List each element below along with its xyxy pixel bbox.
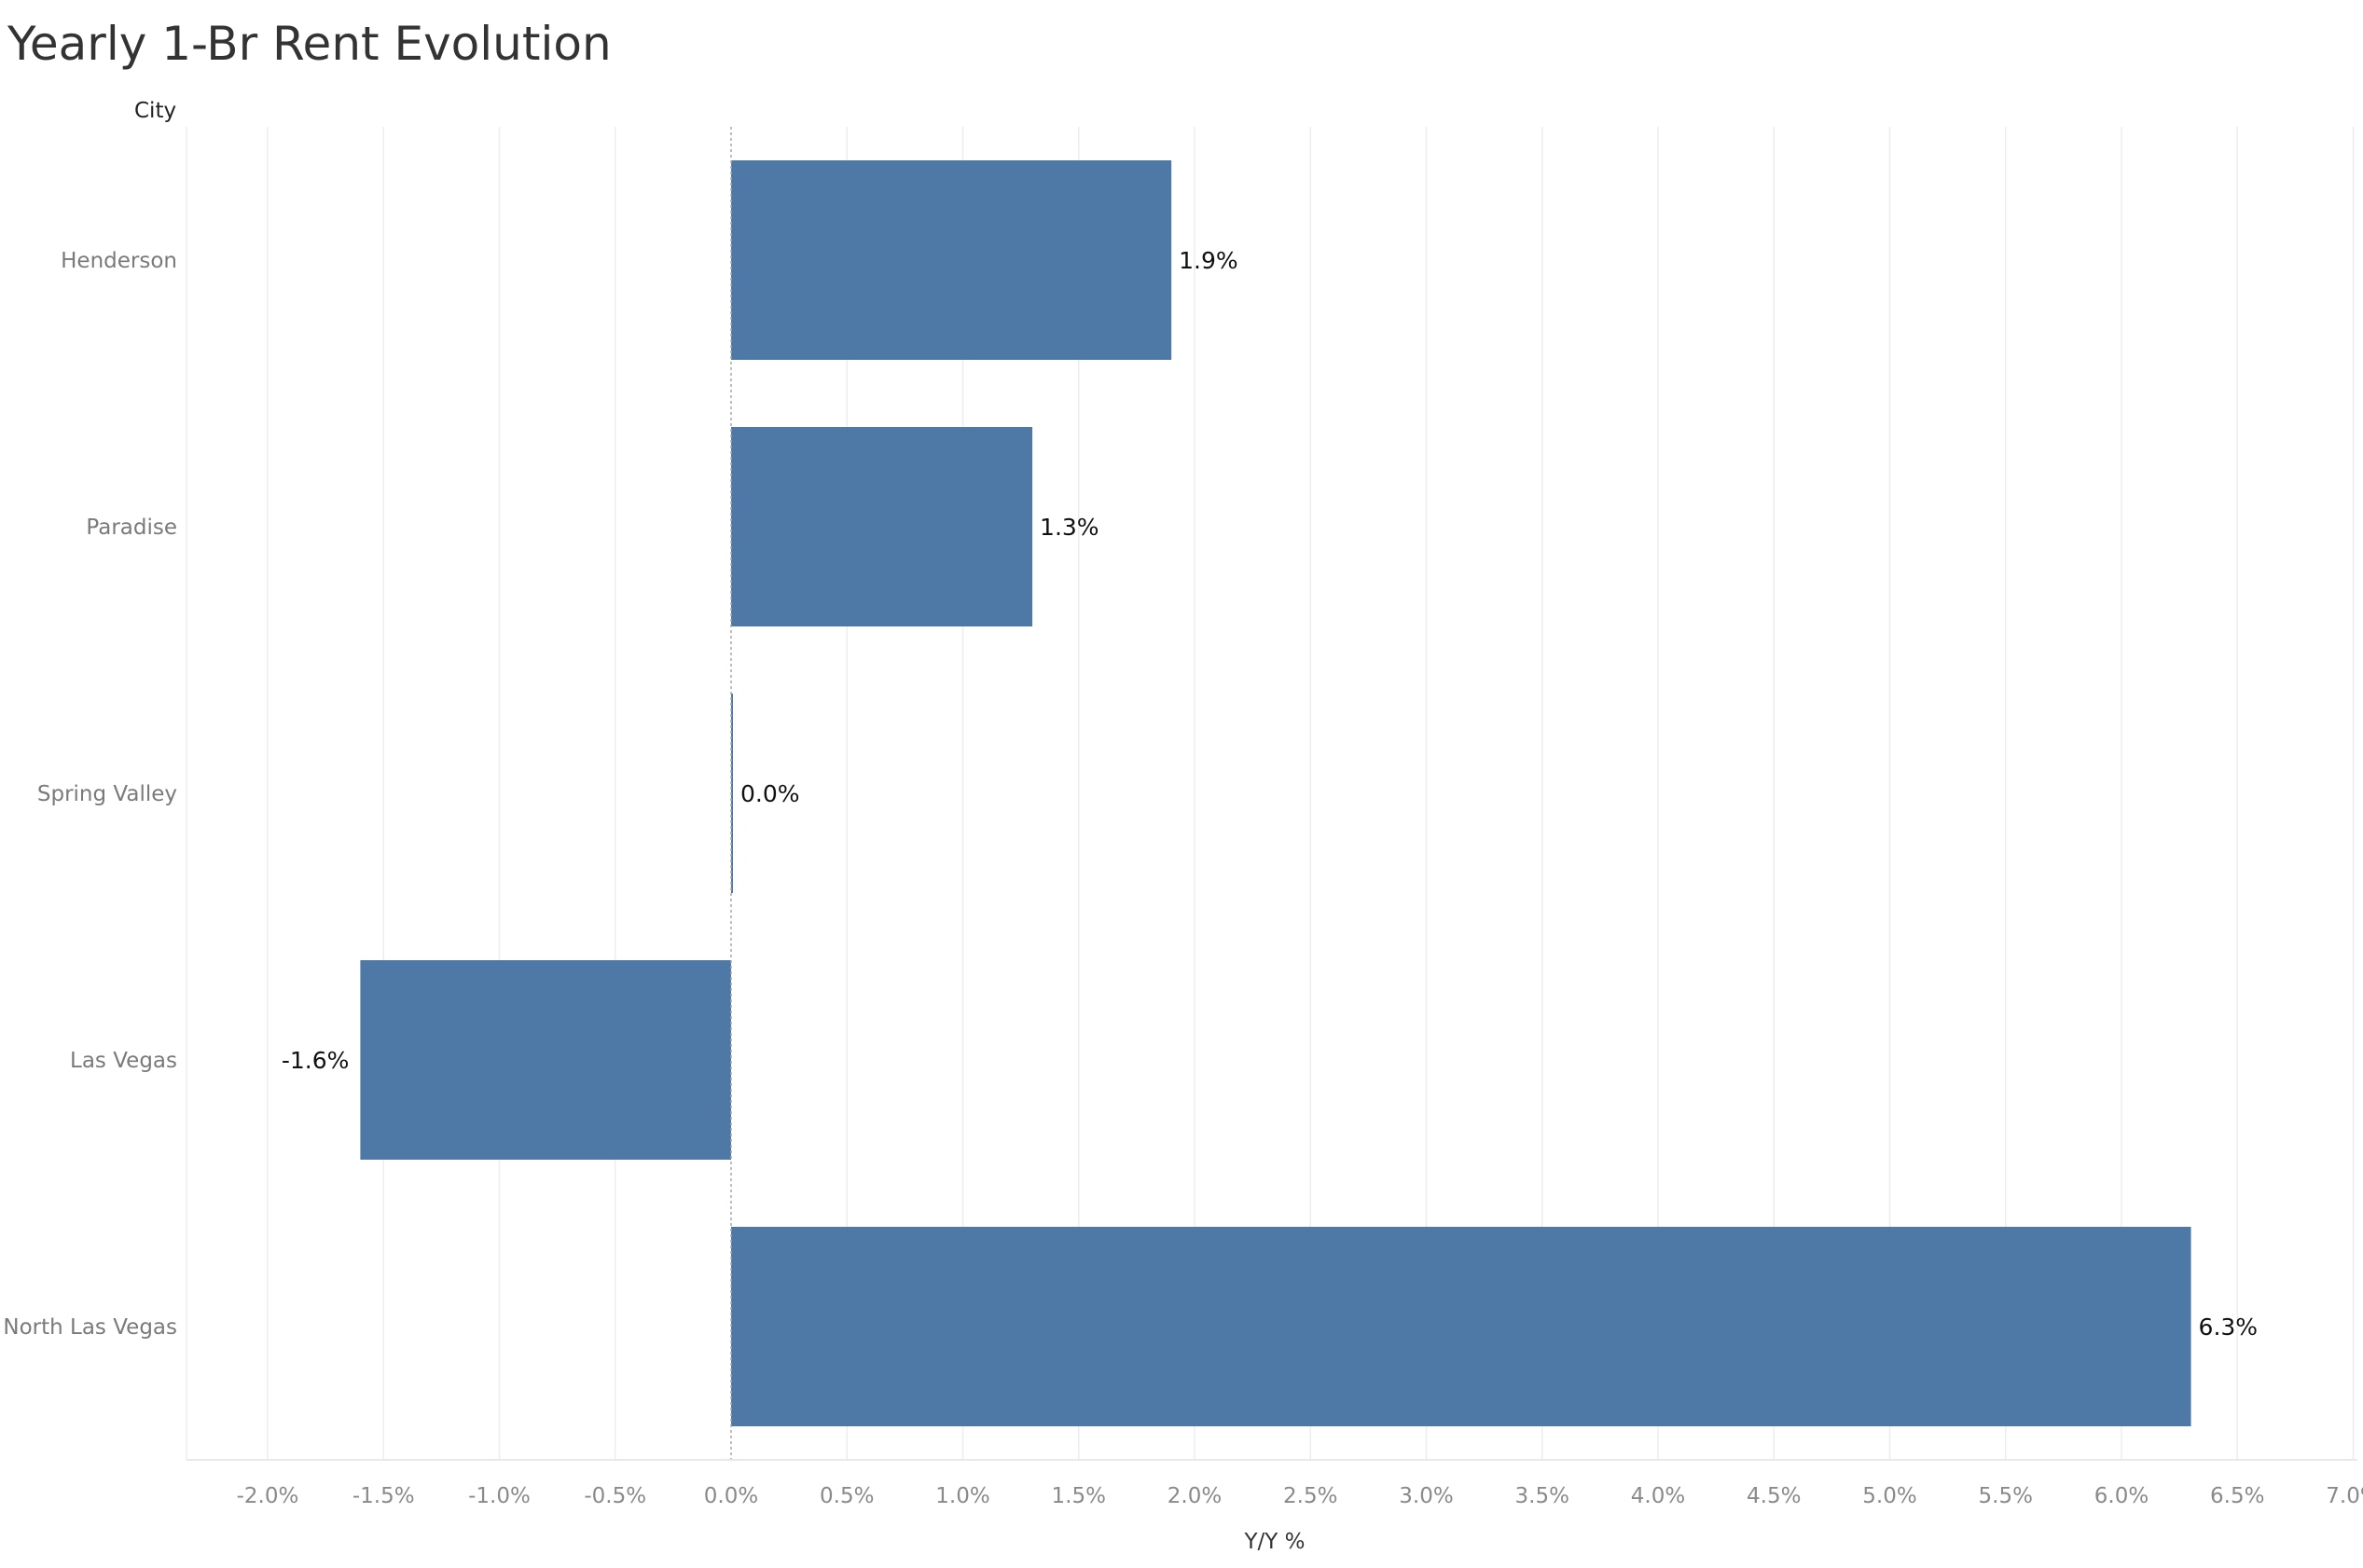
x-tick-label: -0.5% [584, 1484, 646, 1508]
category-label: Henderson [61, 249, 177, 273]
x-tick-label: 0.5% [820, 1484, 874, 1508]
x-tick-label: 2.0% [1168, 1484, 1222, 1508]
x-tick-label: 2.5% [1283, 1484, 1337, 1508]
bar-paradise [731, 427, 1033, 626]
x-tick-label: 6.0% [2094, 1484, 2149, 1508]
x-tick-label: 6.5% [2210, 1484, 2264, 1508]
x-axis-title: Y/Y % [1243, 1530, 1305, 1554]
row-header-city: City [134, 99, 177, 123]
x-tick-label: 4.5% [1747, 1484, 1801, 1508]
x-tick-label: 1.5% [1052, 1484, 1106, 1508]
bar-spring-valley [731, 694, 733, 893]
data-label: 1.9% [1179, 247, 1238, 274]
data-label: 0.0% [740, 780, 800, 807]
x-tick-label: -1.0% [468, 1484, 531, 1508]
x-tick-label: -1.5% [352, 1484, 415, 1508]
x-tick-label: 3.5% [1515, 1484, 1569, 1508]
bar-henderson [731, 160, 1172, 360]
category-label: Spring Valley [37, 782, 177, 806]
bar-north-las-vegas [731, 1227, 2191, 1426]
data-label: 6.3% [2199, 1314, 2259, 1341]
x-tick-label: 5.0% [1862, 1484, 1916, 1508]
category-label: Paradise [86, 516, 177, 540]
bar-las-vegas [360, 960, 731, 1160]
x-tick-label: 5.5% [1979, 1484, 2033, 1508]
x-tick-label: 1.0% [935, 1484, 989, 1508]
labels: Henderson 1.9% Paradise 1.3% Spring Valley 0.… [3, 247, 2258, 1341]
data-label: 1.3% [1040, 514, 1099, 541]
x-tick-label: 7.0% [2326, 1484, 2363, 1508]
data-label: -1.6% [282, 1047, 350, 1074]
x-tick-label: 3.0% [1399, 1484, 1453, 1508]
x-tick-label: 0.0% [704, 1484, 758, 1508]
x-tick-label: 4.0% [1631, 1484, 1685, 1508]
category-label: Las Vegas [70, 1049, 177, 1073]
x-axis: -2.0% -1.5% -1.0% -0.5% 0.0% 0.5% 1.0% 1.5% 2.0%… [187, 1459, 2363, 1508]
bars [360, 160, 2191, 1426]
chart-title: Yearly 1-Br Rent Evolution [7, 17, 612, 71]
x-tick-label: -2.0% [237, 1484, 299, 1508]
category-label: North Las Vegas [3, 1315, 177, 1340]
